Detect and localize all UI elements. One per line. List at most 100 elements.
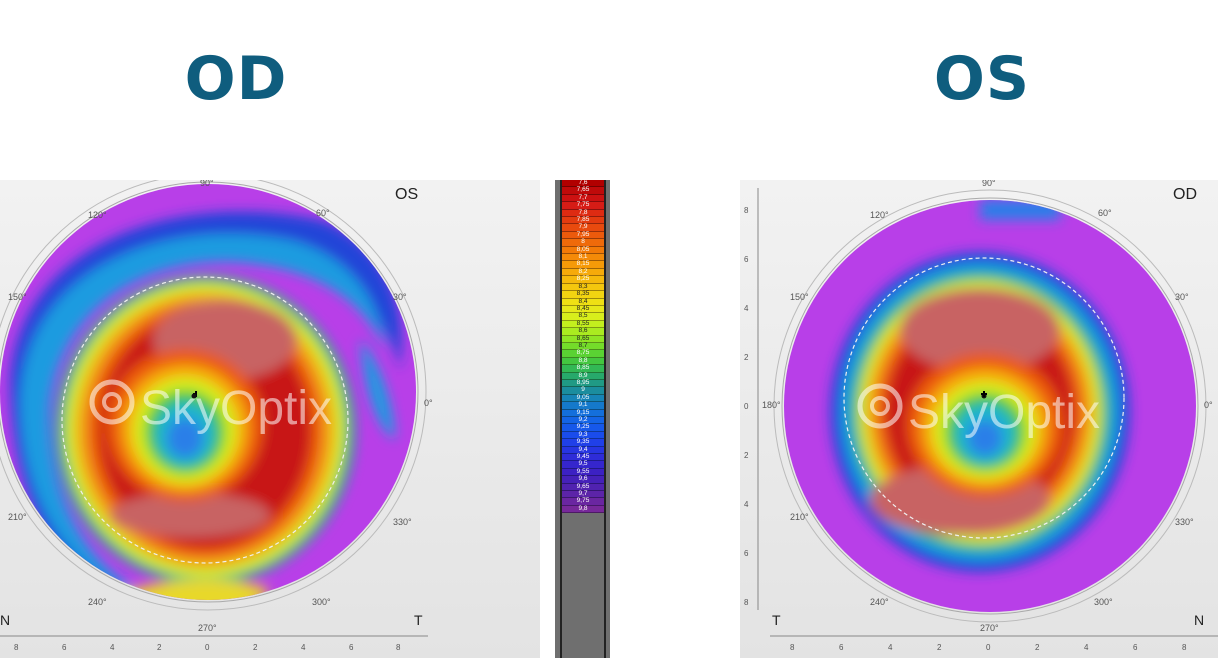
scale-cell: 8,4 bbox=[562, 298, 604, 306]
right-color-map bbox=[784, 200, 1196, 612]
left-angle-270: 270° bbox=[198, 623, 217, 633]
right-xtick: 2 bbox=[1035, 643, 1040, 652]
left-xtick: 6 bbox=[62, 643, 67, 652]
left-side-label-n: N bbox=[0, 612, 10, 628]
right-xtick: 8 bbox=[790, 643, 795, 652]
left-watermark: SkyOptix bbox=[89, 379, 332, 435]
scale-cell: 8,35 bbox=[562, 290, 604, 299]
scale-cell: 9,8 bbox=[562, 505, 604, 514]
left-angle-210: 210° bbox=[8, 512, 27, 522]
right-angle-90: 90° bbox=[982, 180, 996, 188]
right-angle-30: 30° bbox=[1175, 292, 1189, 302]
left-angle-0: 0° bbox=[424, 398, 433, 408]
left-angle-30: 30° bbox=[393, 292, 407, 302]
right-xtick: 4 bbox=[1084, 643, 1089, 652]
right-side-label-n: N bbox=[1194, 612, 1204, 628]
scale-cell: 9,5 bbox=[562, 460, 604, 469]
title-od: OD bbox=[184, 44, 288, 114]
scale-cell: 8,1 bbox=[562, 253, 604, 262]
right-topography-map: 90° 60° 30° 0° 330° 300° 270° 240° 210° … bbox=[740, 180, 1218, 658]
left-xtick: 6 bbox=[349, 643, 354, 652]
right-ytick: 4 bbox=[744, 500, 749, 509]
right-ytick: 2 bbox=[744, 451, 749, 460]
scale-cell: 9,3 bbox=[562, 431, 604, 440]
scale-cell: 8,6 bbox=[562, 327, 604, 336]
scale-cell: 9,05 bbox=[562, 394, 604, 403]
scale-cell: 7,75 bbox=[562, 201, 604, 210]
right-polar-ring bbox=[781, 197, 1199, 615]
left-pupil-dashed-circle bbox=[61, 276, 349, 564]
right-ytick: 8 bbox=[744, 206, 749, 215]
left-angle-300: 300° bbox=[312, 597, 331, 607]
left-angle-120: 120° bbox=[88, 210, 107, 220]
right-ytick: 6 bbox=[744, 549, 749, 558]
scale-cell: 7,85 bbox=[562, 216, 604, 225]
right-corner-label: OD bbox=[1173, 186, 1197, 203]
scale-cell: 8,05 bbox=[562, 246, 604, 255]
scale-cell: 9,45 bbox=[562, 453, 604, 462]
left-xtick: 4 bbox=[110, 643, 115, 652]
left-corner-label: OS bbox=[395, 186, 418, 203]
right-angle-180: 180° bbox=[762, 400, 781, 410]
scale-cell: 8,5 bbox=[562, 312, 604, 321]
right-angle-240: 240° bbox=[870, 597, 889, 607]
left-angle-240: 240° bbox=[88, 597, 107, 607]
scale-cell: 9,6 bbox=[562, 475, 604, 484]
svg-text:SkyOptix: SkyOptix bbox=[908, 386, 1100, 439]
scale-cell: 9,35 bbox=[562, 438, 604, 447]
scale-cell: 9,2 bbox=[562, 416, 604, 425]
right-side-label-t: T bbox=[772, 612, 781, 628]
scale-cell: 7,7 bbox=[562, 194, 604, 203]
right-xtick: 8 bbox=[1182, 643, 1187, 652]
right-angle-270: 270° bbox=[980, 623, 999, 633]
scale-cell: 7,6 bbox=[562, 180, 604, 188]
right-xtick: 2 bbox=[937, 643, 942, 652]
left-topography-map: 90° 60° 30° 0° 330° 300° 270° 240° 210° … bbox=[0, 180, 540, 658]
scale-cell: 8,65 bbox=[562, 335, 604, 343]
right-ytick: 2 bbox=[744, 353, 749, 362]
scale-cell: 9 bbox=[562, 386, 604, 395]
left-xtick: 0 bbox=[205, 643, 210, 652]
left-xtick: 8 bbox=[14, 643, 19, 652]
scale-cell: 8,2 bbox=[562, 268, 604, 277]
left-xtick: 2 bbox=[253, 643, 258, 652]
right-ytick: 8 bbox=[744, 598, 749, 607]
curvature-scale-bar: 7,6 7,65 7,7 7,75 7,8 7,85 7,9 7,95 8 8,05 8,1 8,15… bbox=[555, 180, 610, 658]
scale-cell: 8,9 bbox=[562, 372, 604, 380]
scale-cell: 8 bbox=[562, 238, 604, 247]
right-angle-300: 300° bbox=[1094, 597, 1113, 607]
left-xtick: 2 bbox=[157, 643, 162, 652]
right-ytick: 6 bbox=[744, 255, 749, 264]
right-watermark: SkyOptix bbox=[857, 383, 1100, 439]
svg-text:SkyOptix: SkyOptix bbox=[140, 382, 332, 435]
scale-cell: 9,65 bbox=[562, 483, 604, 492]
scale-cell: 7,8 bbox=[562, 209, 604, 218]
right-angle-0: 0° bbox=[1204, 400, 1213, 410]
right-angle-60: 60° bbox=[1098, 208, 1112, 218]
right-xtick: 0 bbox=[986, 643, 991, 652]
scale-cell: 8,95 bbox=[562, 379, 604, 388]
left-polar-ring bbox=[0, 181, 419, 603]
right-angle-150: 150° bbox=[790, 292, 809, 302]
left-xtick: 8 bbox=[396, 643, 401, 652]
scale-cell: 8,55 bbox=[562, 320, 604, 329]
right-xtick: 6 bbox=[839, 643, 844, 652]
right-ytick: 0 bbox=[744, 402, 749, 411]
scale-cell: 9,55 bbox=[562, 468, 604, 477]
left-side-label-t: T bbox=[414, 612, 423, 628]
left-color-map bbox=[0, 184, 416, 600]
right-angle-210: 210° bbox=[790, 512, 809, 522]
scale-cell: 7,65 bbox=[562, 186, 604, 195]
scale-cell: 7,9 bbox=[562, 223, 604, 232]
left-angle-330: 330° bbox=[393, 517, 412, 527]
scale-cell: 8,85 bbox=[562, 364, 604, 373]
right-pupil-dashed-circle bbox=[843, 257, 1125, 539]
scale-cell: 8,45 bbox=[562, 305, 604, 314]
left-angle-150: 150° bbox=[8, 292, 27, 302]
scale-cell: 9,25 bbox=[562, 423, 604, 432]
right-ytick: 4 bbox=[744, 304, 749, 313]
scale-cell: 8,15 bbox=[562, 261, 604, 269]
scale-cells: 7,6 7,65 7,7 7,75 7,8 7,85 7,9 7,95 8 8,05 8,1 8,15… bbox=[560, 180, 606, 658]
scale-cell: 7,95 bbox=[562, 231, 604, 240]
left-map-graphic: 90° 60° 30° 0° 330° 300° 270° 240° 210° … bbox=[0, 180, 433, 652]
